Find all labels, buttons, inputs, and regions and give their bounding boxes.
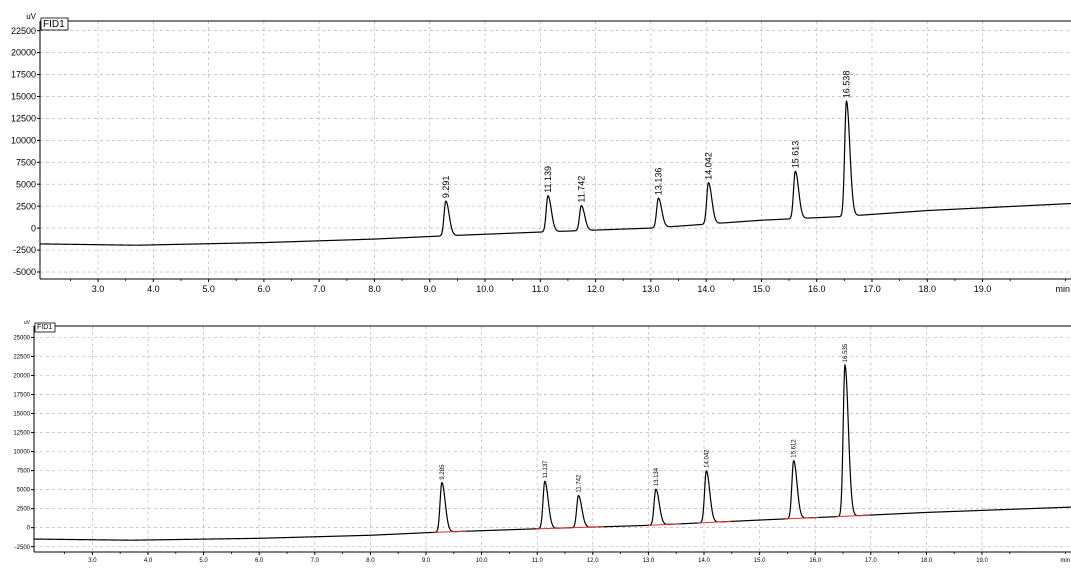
peak-label: 11.742 [577, 474, 583, 493]
x-tick-label: 3.0 [88, 558, 97, 564]
peak-label: 14.042 [704, 152, 714, 180]
x-tick-label: 9.0 [423, 284, 436, 294]
integration-baseline [536, 527, 570, 530]
x-tick-label: 13.0 [642, 284, 660, 294]
y-tick-label: 5000 [17, 488, 31, 494]
x-tick-label: 7.0 [311, 558, 320, 564]
signal-trace [33, 363, 1071, 541]
y-tick-label: 25000 [13, 336, 30, 342]
x-tick-label: 18.0 [921, 558, 933, 564]
y-tick-label: 10000 [11, 135, 36, 145]
y-tick-label: 17500 [11, 70, 36, 80]
x-axis-unit: min [1060, 558, 1070, 564]
peak-label: 9.291 [441, 176, 451, 199]
y-axis-unit: uV [26, 12, 36, 21]
x-tick-label: 10.0 [476, 558, 488, 564]
y-tick-label: 7500 [16, 157, 36, 167]
peak-label: 16.538 [842, 71, 852, 99]
peak-label: 9.285 [440, 464, 446, 480]
legend-label: FID1 [43, 19, 65, 30]
x-tick-label: 3.0 [92, 284, 105, 294]
integration-baseline [570, 526, 604, 529]
x-tick-label: 9.0 [422, 558, 431, 564]
peak-label: 13.136 [654, 168, 664, 196]
y-tick-label: 7500 [17, 469, 31, 475]
peak-label: 11.137 [543, 460, 549, 479]
x-tick-label: 5.0 [202, 284, 215, 294]
y-tick-label: 2500 [17, 507, 31, 513]
y-tick-label: 0 [31, 223, 36, 233]
x-tick-label: 10.0 [476, 284, 494, 294]
x-tick-label: 16.0 [809, 558, 821, 564]
x-tick-label: 15.0 [753, 284, 771, 294]
y-tick-label: -2500 [15, 545, 31, 551]
x-tick-label: 14.0 [698, 558, 710, 564]
y-axis-unit: uV [24, 320, 31, 326]
x-tick-label: 8.0 [366, 558, 375, 564]
peak-label: 15.612 [792, 439, 798, 458]
x-tick-label: 18.0 [919, 284, 937, 294]
integration-baseline [785, 516, 819, 520]
legend: FID1 [40, 17, 69, 31]
peak-label: 15.613 [790, 141, 800, 169]
integration-baseline [836, 514, 871, 518]
peak-label: 11.139 [543, 166, 553, 193]
x-tick-label: 4.0 [144, 558, 153, 564]
x-tick-label: 6.0 [258, 284, 271, 294]
y-tick-label: 22500 [13, 355, 30, 361]
y-tick-label: -5000 [13, 267, 36, 277]
x-tick-label: 19.0 [976, 558, 988, 564]
grid [34, 326, 1071, 552]
signal-trace [40, 99, 1071, 246]
x-tick-label: 13.0 [643, 558, 655, 564]
chart-panel-1: -5000 -2500 0 2500 5000 7500 10000 12500 15000 17… [11, 12, 1071, 294]
x-tick-label: 19.0 [974, 284, 992, 294]
x-tick-label: 16.0 [808, 284, 826, 294]
x-tick-label: 12.0 [587, 284, 605, 294]
x-tick-label: 6.0 [255, 558, 264, 564]
y-tick-label: 17500 [13, 393, 30, 399]
y-tick-label: 12500 [11, 114, 36, 124]
x-tick-label: 4.0 [147, 284, 160, 294]
integration-baseline [647, 523, 681, 526]
y-tick-label: 2500 [16, 201, 36, 211]
y-tick-label: 15000 [11, 92, 36, 102]
x-tick-label: 15.0 [754, 558, 766, 564]
y-tick-label: 10000 [13, 450, 30, 456]
y-tick-label: 22500 [11, 26, 36, 36]
chart-panel-2: -2500 0 2500 5000 7500 10000 12500 15000 17500 20… [13, 320, 1071, 564]
y-tick-label: 20000 [11, 48, 36, 58]
x-tick-label: 11.0 [532, 284, 549, 294]
legend-label: FID1 [37, 324, 52, 331]
x-tick-label: 7.0 [313, 284, 326, 294]
x-tick-label: 8.0 [368, 284, 381, 294]
peak-label: 13.134 [654, 467, 660, 486]
y-tick-label: 20000 [13, 374, 30, 380]
y-tick-label: -2500 [13, 245, 36, 255]
x-tick-label: 5.0 [199, 558, 208, 564]
grid [40, 21, 1071, 279]
legend: FID1 [34, 322, 56, 333]
x-tick-label: 14.0 [697, 284, 715, 294]
x-tick-label: 17.0 [863, 284, 881, 294]
legend-box [34, 322, 56, 333]
x-axis-unit: min [1055, 284, 1070, 294]
x-tick-label: 17.0 [865, 558, 877, 564]
y-tick-label: 0 [27, 526, 31, 532]
integration-baseline [433, 530, 467, 533]
y-tick-label: 5000 [16, 179, 36, 189]
x-tick-label: 12.0 [587, 558, 599, 564]
integration-baseline [697, 520, 732, 524]
legend-box [40, 17, 69, 31]
peak-label: 14.042 [704, 449, 710, 468]
y-tick-label: 15000 [13, 412, 30, 418]
y-tick-label: 12500 [13, 431, 30, 437]
peak-label: 16.535 [843, 343, 849, 362]
peak-label: 11.742 [576, 176, 586, 203]
x-tick-label: 11.0 [532, 558, 544, 564]
